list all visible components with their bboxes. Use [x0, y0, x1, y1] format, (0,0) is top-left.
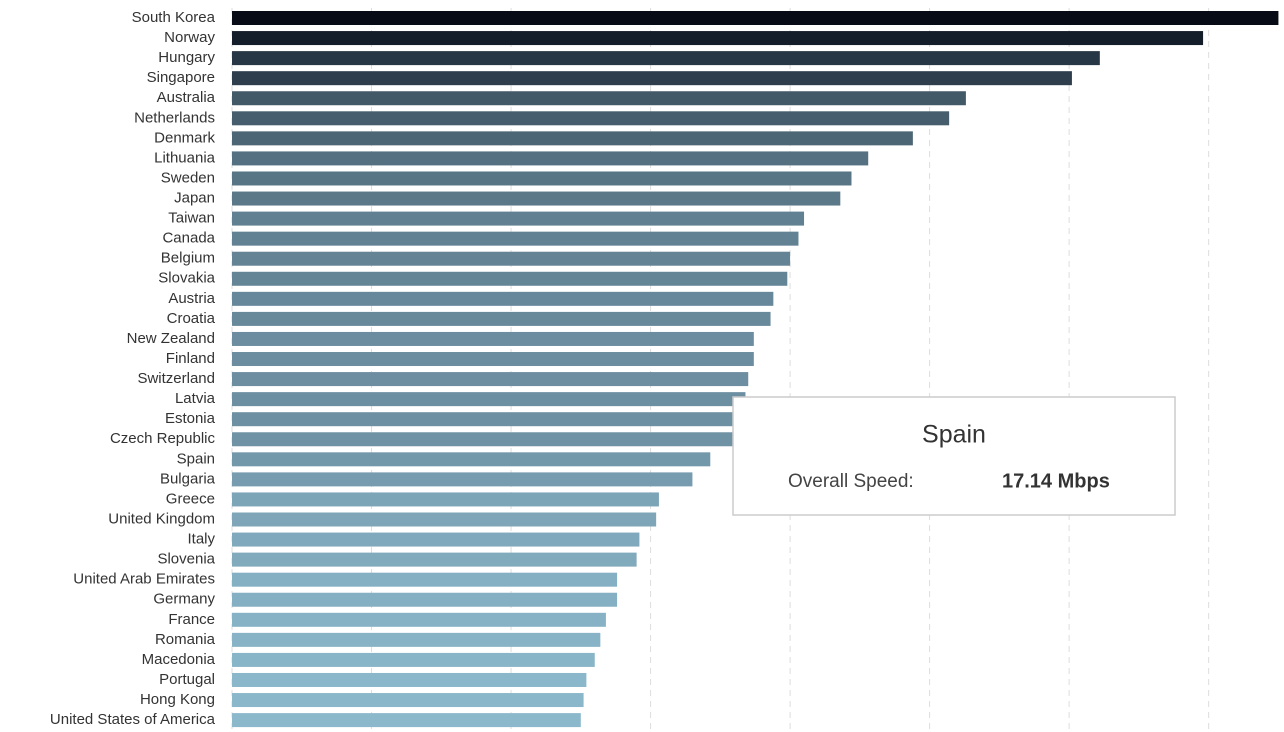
- y-tick-label: United Arab Emirates: [73, 571, 215, 588]
- bar: [232, 672, 587, 687]
- bar: [232, 331, 754, 346]
- y-tick-label: Romania: [155, 631, 216, 648]
- y-tick-label: United States of America: [50, 711, 216, 728]
- y-tick-label: Czech Republic: [110, 430, 216, 447]
- bar: [232, 352, 754, 367]
- y-tick-label: Slovenia: [157, 551, 215, 568]
- y-tick-label: Singapore: [147, 69, 215, 86]
- bar: [232, 693, 584, 708]
- y-tick-label: Latvia: [175, 390, 216, 407]
- tooltip-label: Overall Speed:: [788, 471, 914, 492]
- bar: [232, 131, 913, 146]
- y-tick-label: Croatia: [167, 310, 216, 327]
- y-tick-label: South Korea: [132, 9, 216, 26]
- y-tick-label: Finland: [166, 350, 215, 367]
- y-tick-label: Taiwan: [168, 210, 215, 227]
- y-tick-label: Switzerland: [137, 370, 215, 387]
- bar: [232, 151, 869, 166]
- bar: [232, 251, 791, 266]
- bar: [232, 372, 749, 387]
- y-tick-label: Hungary: [158, 49, 215, 66]
- y-tick-label: France: [168, 611, 215, 628]
- y-tick-label: Australia: [157, 89, 216, 106]
- bar: [232, 412, 740, 427]
- bar: [232, 512, 657, 527]
- y-tick-label: Canada: [162, 230, 215, 247]
- y-tick-label: Bulgaria: [160, 470, 216, 487]
- y-tick-label: Austria: [168, 290, 215, 307]
- bar: [232, 31, 1204, 46]
- bar: [232, 632, 601, 647]
- y-tick-label: Hong Kong: [140, 691, 215, 708]
- y-tick-label: Macedonia: [142, 651, 216, 668]
- bar: [232, 432, 735, 447]
- bar: [232, 171, 852, 186]
- bar: [232, 11, 1279, 25]
- bar: [232, 311, 771, 326]
- bar: [232, 592, 618, 607]
- y-tick-label: Slovakia: [158, 270, 215, 287]
- bar: [232, 91, 966, 106]
- bar: [232, 612, 606, 627]
- bar: [232, 71, 1072, 86]
- bar: [232, 713, 581, 728]
- y-tick-label: Sweden: [161, 169, 215, 186]
- y-tick-label: Netherlands: [134, 109, 215, 126]
- tooltip-box: [732, 396, 1176, 516]
- y-tick-label: Estonia: [165, 410, 216, 427]
- tooltip-value: 17.14 Mbps: [1002, 470, 1110, 492]
- y-tick-label: Belgium: [161, 250, 215, 267]
- bar: [232, 191, 841, 206]
- bar: [232, 652, 595, 667]
- y-tick-label: Spain: [177, 450, 215, 467]
- y-tick-label: Denmark: [154, 129, 215, 146]
- bar: [232, 492, 659, 507]
- bar: [232, 532, 640, 547]
- bar: [232, 51, 1100, 66]
- bar: [232, 111, 950, 126]
- bar: [232, 572, 618, 587]
- bar: [232, 552, 637, 567]
- bar: [232, 231, 799, 246]
- bar: [232, 291, 774, 306]
- bar: [232, 211, 805, 226]
- bar: [232, 452, 711, 467]
- y-tick-label: Lithuania: [154, 149, 216, 166]
- y-tick-label: Portugal: [159, 671, 215, 688]
- y-tick-label: Germany: [153, 591, 215, 608]
- y-tick-label: Italy: [187, 531, 215, 548]
- y-tick-label: New Zealand: [127, 330, 215, 347]
- y-tick-label: United Kingdom: [108, 510, 215, 527]
- bar: [232, 271, 788, 286]
- y-tick-label: Japan: [174, 190, 215, 207]
- bar: [232, 472, 693, 487]
- tooltip-title: Spain: [922, 421, 986, 449]
- tooltip: Spain Overall Speed: 17.14 Mbps: [732, 396, 1176, 516]
- y-tick-label: Norway: [164, 29, 215, 46]
- bar: [232, 392, 746, 407]
- y-tick-label: Greece: [166, 490, 215, 507]
